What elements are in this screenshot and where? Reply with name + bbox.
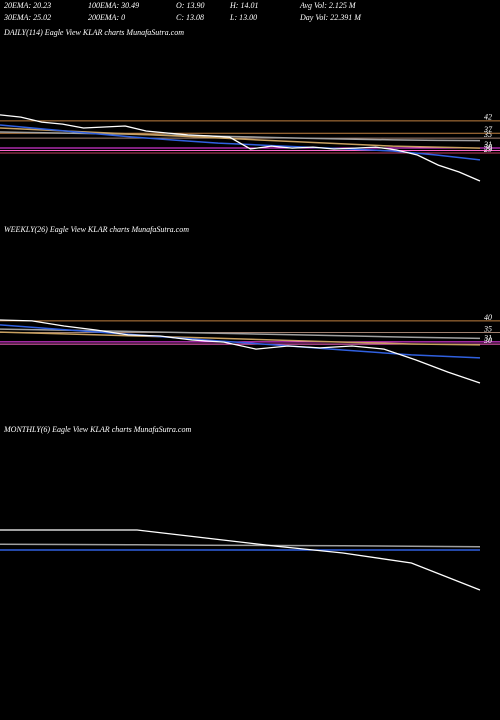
panel-title: MONTHLY(6) Eagle View KLAR charts Munafa…: [3, 425, 191, 434]
level-label: 40: [484, 313, 492, 322]
level-label: 30: [483, 336, 492, 345]
price-line: [0, 529, 481, 591]
level-label: 30: [483, 142, 492, 151]
header-stat: O: 13.90: [176, 1, 204, 10]
price-line: [0, 331, 481, 346]
header-stat: Avg Vol: 2.125 M: [299, 1, 357, 10]
level-label: 35: [483, 324, 492, 333]
level-label: 42: [484, 113, 492, 122]
level-label: 31: [483, 334, 492, 343]
header-stat: Day Vol: 22.391 M: [299, 13, 362, 22]
header-stat: 200EMA: 0: [88, 13, 125, 22]
price-line: [0, 124, 481, 161]
header-stat: L: 13.00: [229, 13, 257, 22]
price-line: [0, 319, 481, 384]
level-label: 29: [484, 145, 492, 154]
panel-title: WEEKLY(26) Eagle View KLAR charts Munafa…: [4, 225, 189, 234]
header-stat: H: 14.01: [229, 1, 258, 10]
price-line: [0, 543, 481, 548]
header-stat: 100EMA: 30.49: [88, 1, 139, 10]
level-label: 35: [483, 130, 492, 139]
panel-title: DAILY(114) Eagle View KLAR charts Munafa…: [3, 28, 184, 37]
header-stat: C: 13.08: [176, 13, 204, 22]
header-stat: 30EMA: 25.02: [3, 13, 51, 22]
price-line: [0, 114, 481, 182]
level-label: 31: [483, 140, 492, 149]
price-line: [0, 131, 481, 142]
header-stat: 20EMA: 20.23: [4, 1, 51, 10]
level-label: 37: [483, 125, 493, 134]
